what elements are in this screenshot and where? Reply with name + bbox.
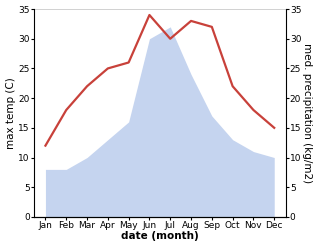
Y-axis label: med. precipitation (kg/m2): med. precipitation (kg/m2) (302, 43, 313, 183)
X-axis label: date (month): date (month) (121, 231, 199, 242)
Y-axis label: max temp (C): max temp (C) (5, 77, 16, 149)
